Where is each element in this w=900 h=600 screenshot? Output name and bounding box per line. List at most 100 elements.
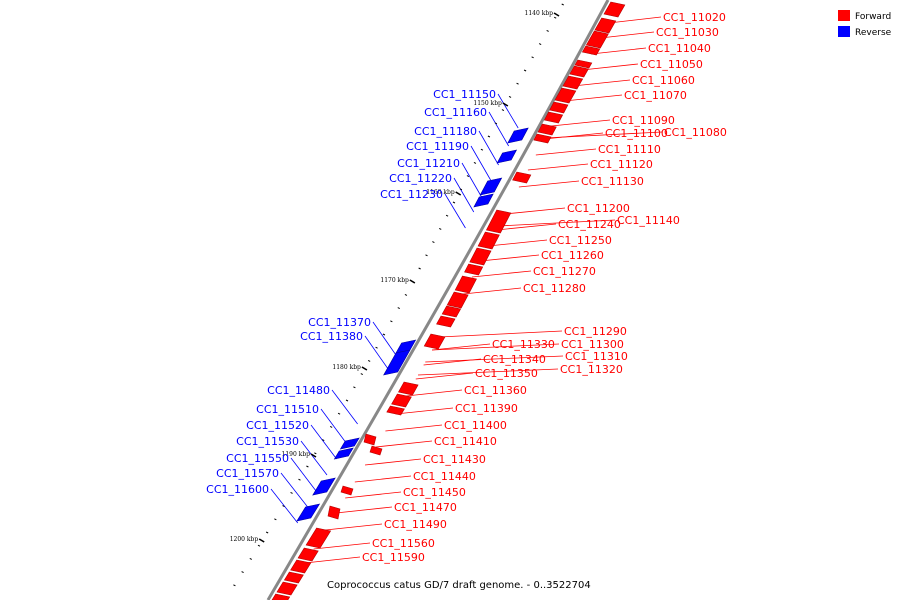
forward-gene-block bbox=[363, 433, 377, 446]
minor-tick bbox=[452, 201, 456, 204]
leader-line bbox=[395, 407, 454, 415]
leader-line bbox=[471, 270, 532, 278]
minor-tick bbox=[404, 293, 408, 296]
minor-tick bbox=[241, 571, 244, 574]
leader-line bbox=[504, 207, 566, 215]
leader-line bbox=[280, 472, 308, 508]
leader-lines bbox=[270, 16, 663, 564]
minor-tick bbox=[538, 43, 542, 46]
forward-gene-label: CC1_11320 bbox=[560, 363, 623, 376]
minor-tick bbox=[290, 491, 293, 494]
leader-line bbox=[364, 458, 422, 466]
leader-line bbox=[372, 321, 397, 357]
leader-line bbox=[354, 475, 412, 483]
forward-gene-label: CC1_11280 bbox=[523, 282, 586, 295]
reverse-gene-label: CC1_11380 bbox=[300, 330, 363, 343]
reverse-gene-block bbox=[479, 177, 503, 196]
forward-gene-block bbox=[533, 133, 552, 144]
reverse-gene-block bbox=[507, 127, 529, 144]
minor-tick bbox=[282, 505, 285, 508]
leader-line bbox=[331, 389, 358, 425]
reverse-gene-label: CC1_11220 bbox=[389, 172, 452, 185]
leader-line bbox=[461, 162, 482, 198]
minor-tick bbox=[553, 16, 557, 19]
forward-gene-block bbox=[340, 485, 354, 496]
leader-line bbox=[364, 335, 390, 371]
leader-line bbox=[470, 145, 491, 181]
minor-tick bbox=[397, 307, 400, 310]
forward-gene-label: CC1_11290 bbox=[564, 325, 627, 338]
kbp-tick-label: 1170 kbp bbox=[380, 277, 409, 284]
leader-line bbox=[582, 63, 639, 71]
forward-gene-block bbox=[436, 315, 456, 328]
forward-gene-block bbox=[276, 581, 298, 596]
forward-gene-block bbox=[574, 59, 593, 69]
forward-gene-label: CC1_11200 bbox=[567, 202, 630, 215]
forward-gene-block bbox=[554, 87, 577, 104]
minor-tick bbox=[439, 227, 442, 230]
reverse-gene-label: CC1_11530 bbox=[236, 435, 299, 448]
legend-reverse-swatch bbox=[838, 26, 850, 37]
leader-line bbox=[463, 287, 522, 295]
forward-gene-label: CC1_11250 bbox=[549, 234, 612, 247]
leader-line bbox=[591, 47, 647, 55]
reverse-gene-label: CC1_11230 bbox=[380, 188, 443, 201]
minor-tick bbox=[360, 373, 364, 376]
forward-gene-label: CC1_11360 bbox=[464, 384, 527, 397]
minor-tick bbox=[516, 82, 519, 85]
forward-gene-block bbox=[327, 505, 341, 520]
forward-gene-label: CC1_11560 bbox=[372, 537, 435, 550]
leader-line bbox=[425, 355, 564, 363]
leader-line bbox=[488, 111, 509, 147]
minor-tick bbox=[322, 439, 325, 442]
forward-gene-block bbox=[398, 381, 419, 396]
leader-line bbox=[406, 389, 463, 397]
major-tick bbox=[310, 453, 317, 458]
reverse-gene-block bbox=[333, 447, 354, 460]
leader-line bbox=[439, 330, 563, 338]
leader-line bbox=[300, 440, 328, 476]
genome-caption: Coprococcus catus GD/7 draft genome. - 0… bbox=[327, 580, 591, 591]
forward-gene-block bbox=[271, 593, 291, 600]
forward-gene-label: CC1_11400 bbox=[444, 419, 507, 432]
minor-tick bbox=[390, 320, 393, 323]
forward-gene-block bbox=[549, 101, 569, 114]
kbp-tick-label: 1200 kbp bbox=[230, 536, 259, 543]
forward-gene-label: CC1_11390 bbox=[455, 402, 518, 415]
forward-gene-block bbox=[464, 263, 484, 276]
kbp-tick-label: 1160 kbp bbox=[426, 189, 455, 196]
reverse-gene-label: CC1_11180 bbox=[414, 125, 477, 138]
minor-tick bbox=[445, 214, 449, 217]
reverse-gene-label: CC1_11190 bbox=[406, 140, 469, 153]
minor-tick bbox=[425, 254, 428, 257]
gene-labels: CC1_11020 CC1_11030 CC1_11040 CC1_11050 CC1_… bbox=[206, 11, 727, 564]
minor-tick bbox=[531, 56, 534, 59]
kbp-tick-label: 1150 kbp bbox=[473, 100, 502, 107]
major-tick bbox=[455, 191, 462, 196]
minor-tick bbox=[473, 161, 477, 164]
forward-gene-label: CC1_11020 bbox=[663, 11, 726, 24]
forward-gene-label: CC1_11430 bbox=[423, 453, 486, 466]
forward-gene-label: CC1_11090 bbox=[612, 114, 675, 127]
legend-forward-swatch bbox=[838, 10, 850, 21]
minor-tick bbox=[233, 584, 236, 587]
reverse-gene-label: CC1_11600 bbox=[206, 483, 269, 496]
minor-tick bbox=[459, 188, 463, 191]
minor-tick bbox=[345, 399, 349, 402]
minor-tick bbox=[337, 412, 341, 415]
leader-line bbox=[320, 408, 347, 444]
reverse-gene-label: CC1_11370 bbox=[308, 316, 371, 329]
reverse-gene-block bbox=[296, 503, 321, 522]
genome-backbone bbox=[266, 0, 610, 600]
forward-gene-label: CC1_11330 bbox=[492, 338, 555, 351]
minor-tick bbox=[298, 478, 301, 481]
minor-tick bbox=[314, 452, 317, 455]
leader-line bbox=[325, 523, 383, 531]
forward-gene-label: CC1_11050 bbox=[640, 58, 703, 71]
minor-tick bbox=[329, 425, 333, 428]
forward-gene-block bbox=[423, 333, 446, 350]
minor-tick bbox=[274, 518, 277, 521]
leader-line bbox=[527, 163, 589, 171]
forward-gene-label: CC1_11270 bbox=[533, 265, 596, 278]
reverse-gene-block bbox=[473, 193, 494, 208]
